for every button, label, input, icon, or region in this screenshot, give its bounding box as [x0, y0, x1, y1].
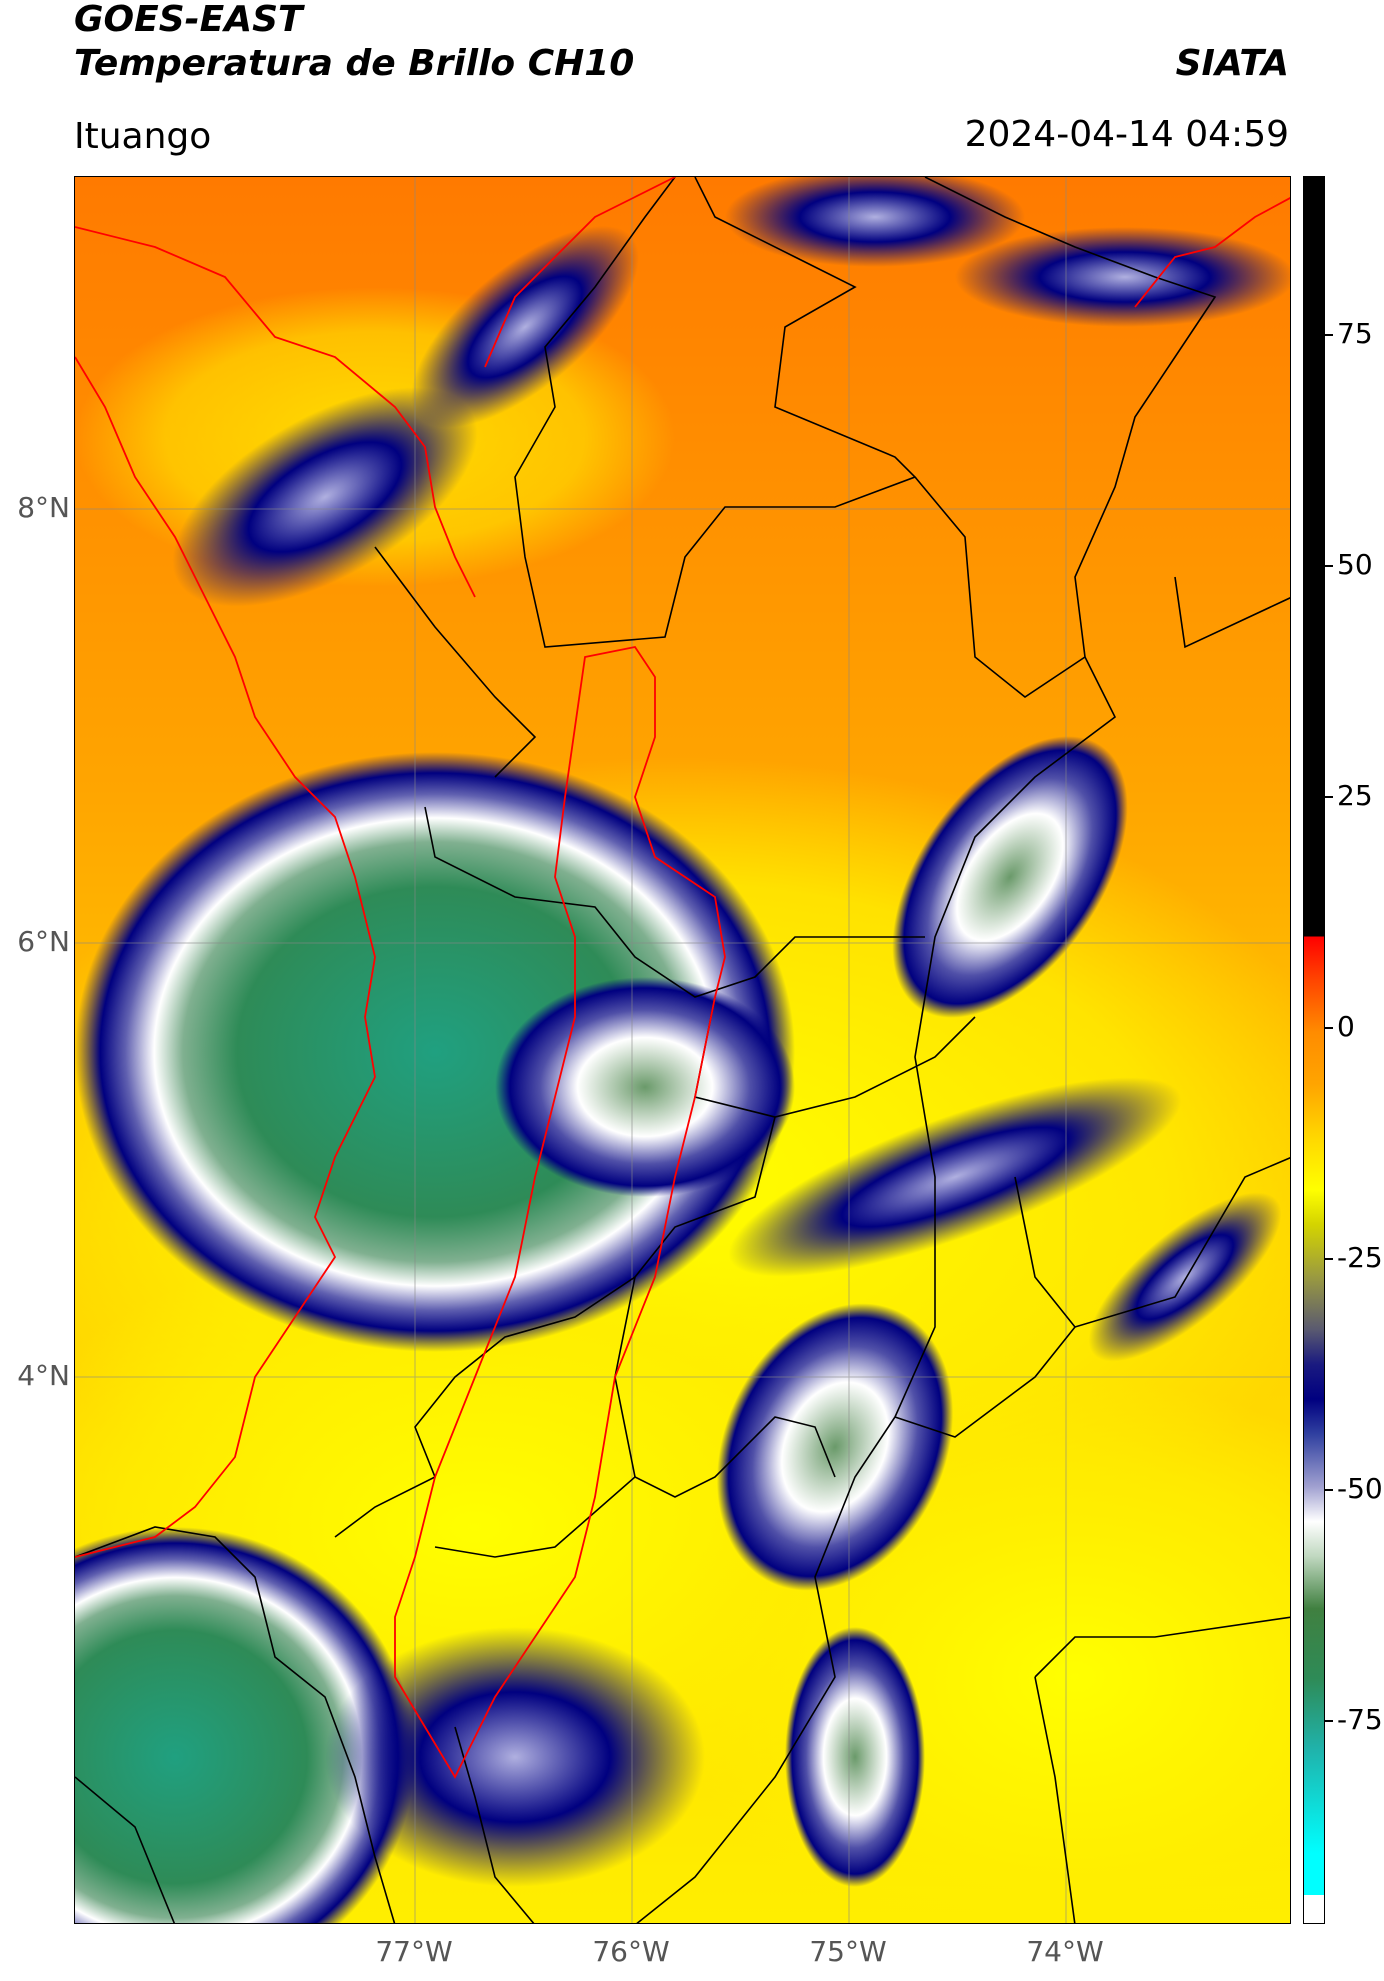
department-boundaries [75, 177, 1290, 1923]
colorbar-tick [1325, 1027, 1333, 1029]
colorbar-label-75: 75 [1337, 317, 1373, 350]
colorbar-tick [1325, 1258, 1333, 1260]
datetime-label: 2024-04-14 04:59 [964, 114, 1289, 155]
title-line-2: Temperatura de Brillo CH10 [74, 43, 635, 84]
temperature-colorbar [1303, 176, 1325, 1924]
colorbar-label-minus50: -50 [1337, 1472, 1383, 1505]
convective-cloud-south [716, 1303, 954, 1591]
lon-label-77w: 77°W [375, 1935, 453, 1968]
convective-cloud-center [495, 977, 795, 1197]
colorbar-tick [1325, 1720, 1333, 1722]
lat-label-6n: 6°N [17, 925, 70, 958]
colorbar-tick [1325, 1489, 1333, 1491]
cloud-band-north [411, 225, 639, 429]
gridlines [75, 177, 1290, 1923]
lon-label-75w: 75°W [809, 1935, 887, 1968]
colorbar-tick [1325, 334, 1333, 336]
title-line-1: GOES-EAST [74, 0, 303, 40]
colorbar-tick [1325, 796, 1333, 798]
cloud-band-north [172, 387, 478, 607]
cloud-band-south [325, 1627, 705, 1887]
brand-label: SIATA [1175, 43, 1289, 84]
colorbar-label-0: 0 [1337, 1010, 1355, 1043]
lon-label-74w: 74°W [1026, 1935, 1104, 1968]
colorbar-tick [1325, 565, 1333, 567]
cloud-band-top [955, 227, 1290, 327]
convective-cloud-south-small [785, 1627, 925, 1887]
lon-label-76w: 76°W [592, 1935, 670, 1968]
location-label: Ituango [74, 116, 212, 157]
convective-cloud-west [75, 752, 795, 1352]
colorbar-label-25: 25 [1337, 779, 1373, 812]
colorbar-label-minus75: -75 [1337, 1703, 1383, 1736]
convective-cloud-southwest [75, 1527, 415, 1923]
convective-cloud-northeast [892, 736, 1128, 1018]
cloud-band-top [725, 177, 1025, 267]
lat-label-4n: 4°N [17, 1359, 70, 1392]
cloud-band-east [728, 1077, 1182, 1277]
colorbar-label-50: 50 [1337, 548, 1373, 581]
cloud-band-east [1088, 1192, 1282, 1362]
satellite-map[interactable] [74, 176, 1291, 1924]
lat-label-8n: 8°N [17, 491, 70, 524]
highlight-boundaries [75, 177, 1290, 1779]
colorbar-label-minus25: -25 [1337, 1241, 1383, 1274]
map-canvas [75, 177, 1290, 1923]
